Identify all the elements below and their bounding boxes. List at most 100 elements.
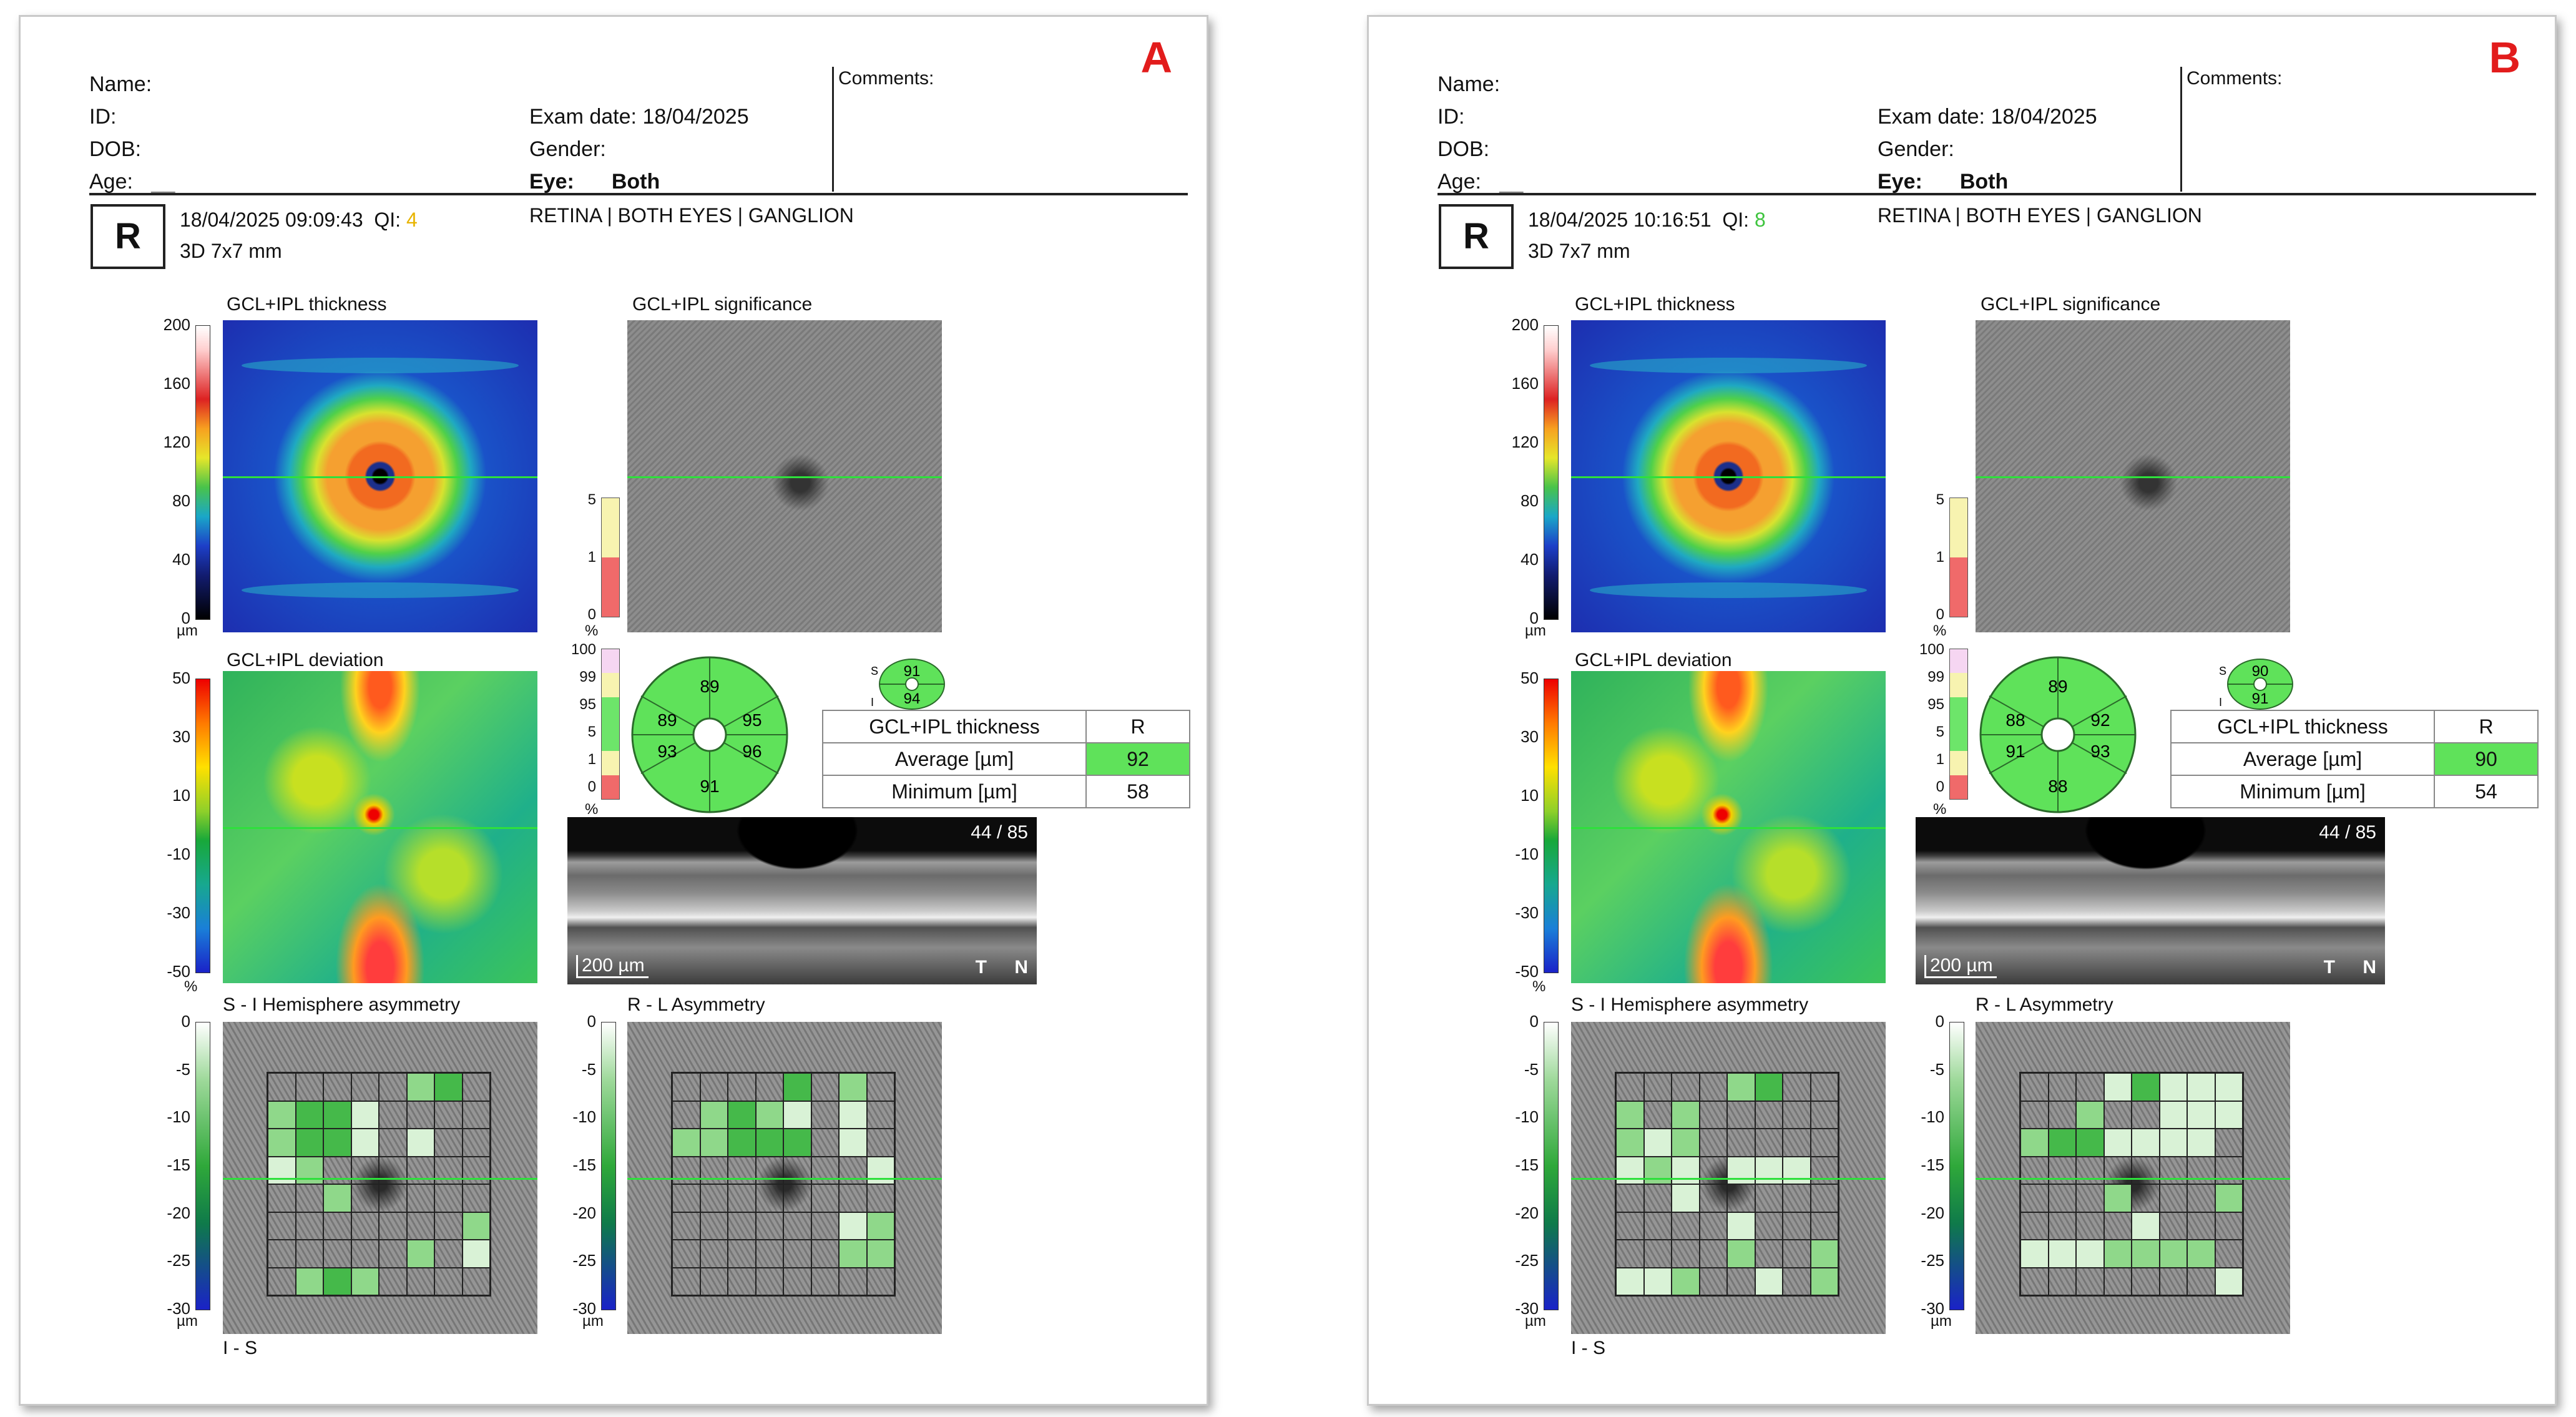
comments-divider [832, 67, 840, 192]
asym-cell [839, 1101, 867, 1129]
asym-cell [1783, 1212, 1811, 1240]
asym-cell [1727, 1267, 1755, 1295]
asym-cell [406, 1212, 434, 1240]
asym-cell [268, 1101, 296, 1129]
rl-colorbar [1949, 1022, 1964, 1310]
asym-cell [1783, 1129, 1811, 1157]
asym-cell [811, 1184, 839, 1212]
rl-scale-tick: -20 [1921, 1203, 1944, 1222]
sector-legend-tick: 100 [1919, 641, 1944, 658]
asym-cell [1672, 1240, 1700, 1268]
asym-cell [755, 1101, 783, 1129]
deviation-scale-tick: 50 [172, 669, 190, 687]
si-scale-tick: -10 [1515, 1107, 1539, 1127]
patient-info: Name: ID: DOB: Age: __ [89, 68, 175, 198]
asym-cell [2103, 1129, 2132, 1157]
si-scale-tick: -25 [167, 1251, 190, 1270]
asym-cell [2159, 1101, 2187, 1129]
asym-cell [1643, 1129, 1672, 1157]
bscan-scale-bar: 200 µm [576, 955, 649, 978]
asym-cell [1699, 1129, 1727, 1157]
asym-cell [434, 1129, 463, 1157]
thickness-scale [195, 325, 210, 620]
rl-scale-tick: -10 [1921, 1107, 1944, 1127]
sector-legend-tick: 1 [1936, 751, 1944, 768]
asym-cell [700, 1240, 728, 1268]
sector-unit: % [1933, 801, 1947, 818]
asym-cell [295, 1073, 323, 1101]
bscan-frame: 44 / 85 [2319, 822, 2376, 843]
summary-average-label: Average [µm] [822, 742, 1087, 776]
asym-cell [700, 1129, 728, 1157]
asym-cell [866, 1184, 894, 1212]
thickness-colorbar [1544, 325, 1559, 620]
rl-scale-tick: -25 [1921, 1251, 1944, 1270]
asym-cell [1755, 1073, 1783, 1101]
asym-cell [351, 1212, 379, 1240]
asym-cell [2187, 1129, 2215, 1157]
summary-param-header: GCL+IPL thickness [822, 710, 1087, 743]
rl-scale-tick: -5 [1929, 1059, 1944, 1079]
asym-cell [672, 1101, 700, 1129]
bscan-scale-bar: 200 µm [1924, 955, 1997, 978]
asym-cell [406, 1184, 434, 1212]
deviation-scale-tick: -10 [1515, 845, 1539, 863]
asym-cell [783, 1156, 811, 1184]
asym-cell [351, 1073, 379, 1101]
asym-cell [2048, 1240, 2076, 1268]
asym-cell [2048, 1267, 2076, 1295]
asym-cell [755, 1073, 783, 1101]
deviation-scale [1544, 679, 1559, 973]
asym-cell [1643, 1240, 1672, 1268]
asym-cell [1755, 1156, 1783, 1184]
report-a: A Name: ID: DOB: Age: __ Exam date: 18/0… [19, 15, 1208, 1406]
asym-cell [1672, 1184, 1700, 1212]
age-row: Age: __ [89, 165, 175, 198]
qi-value: 4 [406, 208, 418, 231]
exam-info: Exam date: 18/04/2025 Gender: Eye: Both [1878, 101, 2097, 198]
summary-minimum-label: Minimum [µm] [2170, 775, 2435, 808]
asym-cell [1727, 1101, 1755, 1129]
asym-cell [1643, 1101, 1672, 1129]
eye-label: Eye: [1878, 170, 1922, 194]
thickness-title: GCL+IPL thickness [227, 294, 387, 315]
rl-grid [2019, 1072, 2244, 1297]
protocol: RETINA | BOTH EYES | GANGLION [1878, 204, 2202, 227]
asym-cell [323, 1267, 351, 1295]
asym-cell [839, 1156, 867, 1184]
asym-cell [2132, 1101, 2160, 1129]
deviation-scale-tick: 50 [1521, 669, 1539, 687]
asym-cell [672, 1129, 700, 1157]
asym-cell [462, 1240, 490, 1268]
deviation-map [223, 671, 537, 983]
rl-colorbar [601, 1022, 616, 1310]
asym-cell [2020, 1184, 2049, 1212]
asym-cell [2215, 1184, 2243, 1212]
asym-cell [755, 1129, 783, 1157]
asym-cell [2020, 1212, 2049, 1240]
asym-cell [839, 1073, 867, 1101]
asym-cell [2215, 1240, 2243, 1268]
name-label: Name: [1437, 72, 1501, 96]
summary-minimum-value: 58 [1085, 775, 1190, 808]
asym-cell [811, 1101, 839, 1129]
asym-cell [1616, 1240, 1644, 1268]
exam-date-label: Exam date: [1878, 105, 1985, 129]
asym-cell [1643, 1156, 1672, 1184]
sector-legend-tick: 99 [1927, 669, 1944, 685]
asym-cell [295, 1156, 323, 1184]
asym-cell [1643, 1073, 1672, 1101]
sig-unit: % [585, 622, 599, 639]
significance-legend [601, 498, 620, 617]
thickness-scale-tick: 200 [163, 315, 190, 334]
sig-legend-tick: 5 [587, 491, 596, 508]
deviation-scale-tick: 10 [172, 786, 190, 805]
asym-cell [1616, 1101, 1644, 1129]
asym-cell [268, 1073, 296, 1101]
si-scale-tick: -20 [1515, 1203, 1539, 1222]
bscan-n-label: N [2363, 957, 2376, 978]
asym-cell [379, 1129, 407, 1157]
asym-cell [672, 1184, 700, 1212]
asym-cell [2020, 1073, 2049, 1101]
eye-value: Both [611, 170, 660, 194]
